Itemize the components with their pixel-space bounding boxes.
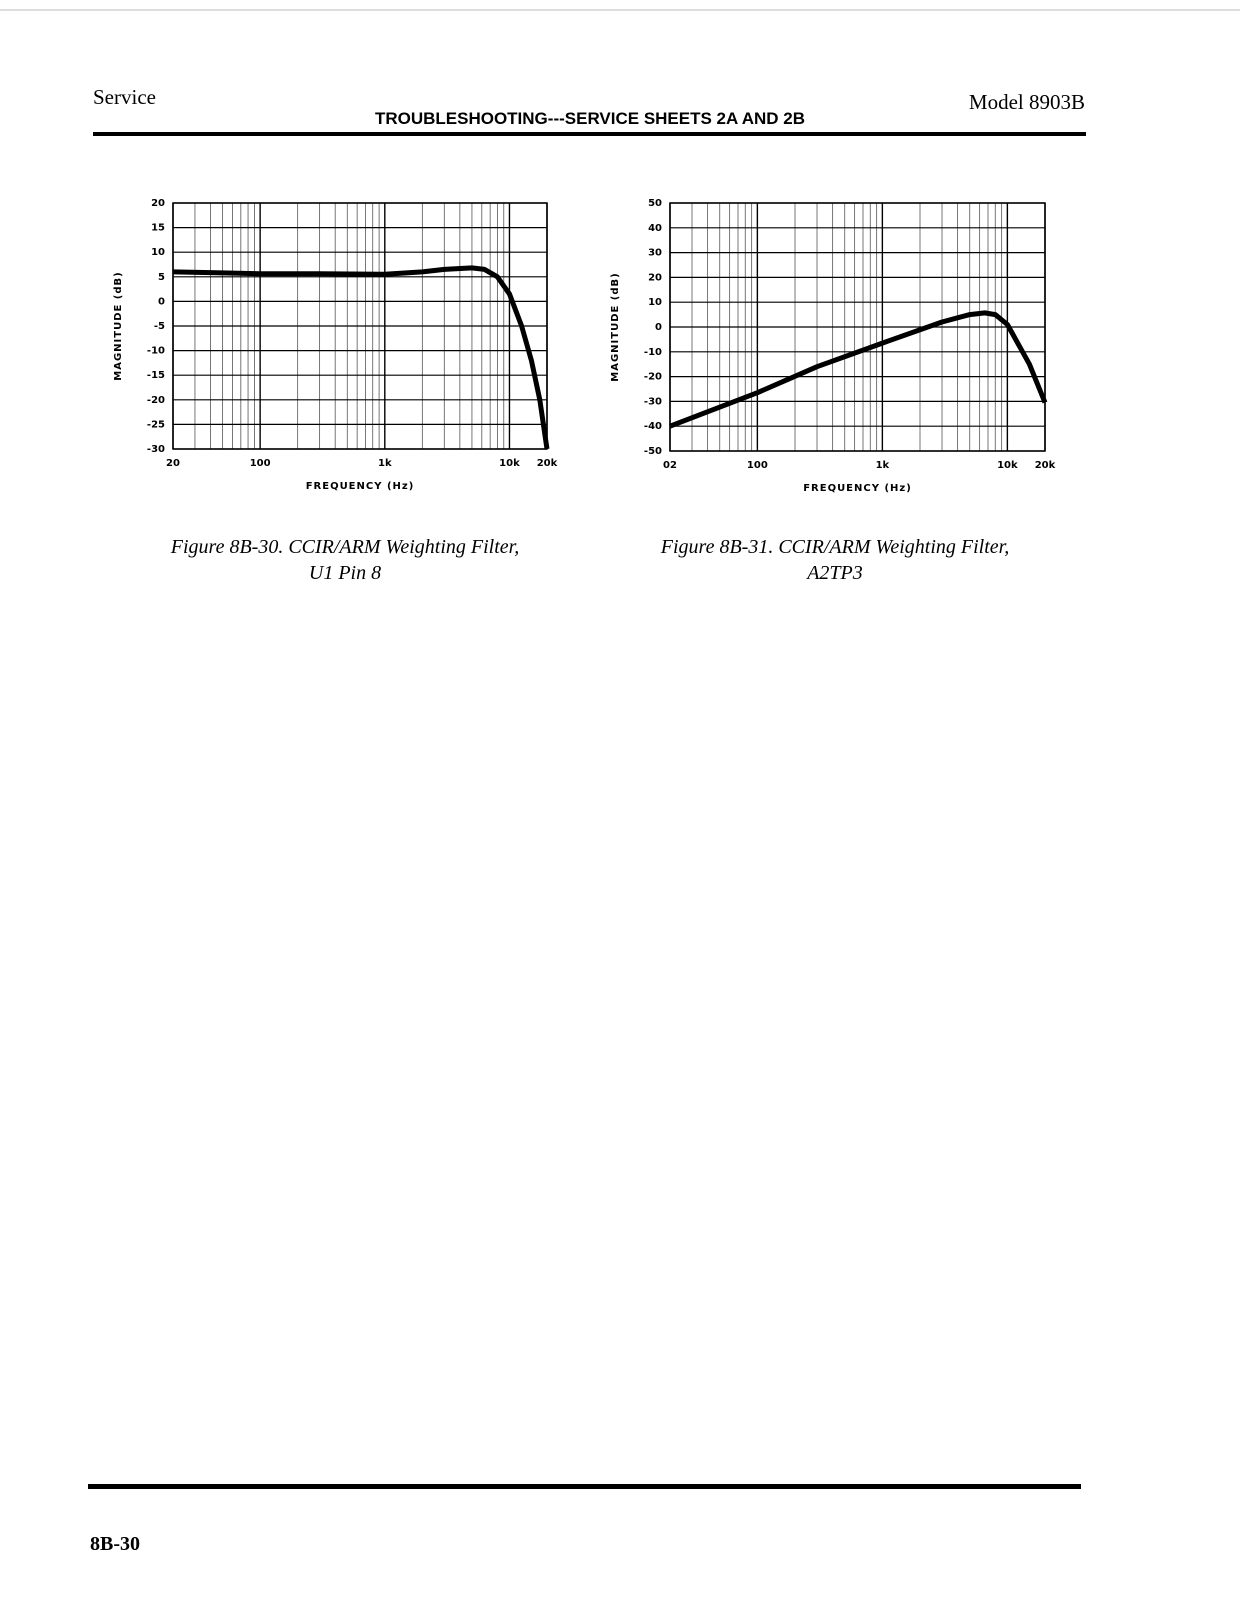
y-tick-label: -30 xyxy=(147,444,165,455)
plot-frame xyxy=(172,202,548,450)
plot-frame xyxy=(669,202,1046,452)
x-tick-label: 100 xyxy=(747,460,768,471)
y-tick-label: -10 xyxy=(644,347,662,358)
y-tick-label: -10 xyxy=(147,346,165,357)
y-tick-label: -15 xyxy=(147,370,165,381)
y-tick-label: -5 xyxy=(154,321,165,332)
y-tick-label: 40 xyxy=(648,223,662,234)
x-axis-label: FREQUENCY (Hz) xyxy=(306,481,415,492)
y-tick-label: 30 xyxy=(648,248,662,259)
y-tick-label: 10 xyxy=(648,297,662,308)
y-tick-label: 15 xyxy=(151,223,165,234)
x-axis-label: FREQUENCY (Hz) xyxy=(803,483,912,494)
page-number: 8B-30 xyxy=(90,1533,140,1555)
x-tick-label: 1k xyxy=(876,460,890,471)
figure-caption: Figure 8B-31. CCIR/ARM Weighting Filter, xyxy=(660,536,1009,558)
y-tick-label: 10 xyxy=(151,247,165,258)
y-tick-label: 50 xyxy=(648,198,662,209)
y-tick-label: 0 xyxy=(655,322,662,333)
y-tick-label: -50 xyxy=(644,446,662,457)
y-tick-label: 5 xyxy=(158,272,165,283)
x-tick-label: 02 xyxy=(663,460,677,471)
y-tick-label: -30 xyxy=(644,396,662,407)
y-tick-label: -40 xyxy=(644,421,662,432)
y-tick-label: -20 xyxy=(147,395,165,406)
figure-caption: Figure 8B-30. CCIR/ARM Weighting Filter, xyxy=(170,536,519,558)
header-title: TROUBLESHOOTING---SERVICE SHEETS 2A AND … xyxy=(375,109,805,128)
y-axis-label: MAGNITUDE (dB) xyxy=(610,272,621,381)
response-curve xyxy=(172,265,550,450)
x-tick-label: 20 xyxy=(166,458,180,469)
footer-rule xyxy=(88,1484,1081,1489)
x-tick-label: 1k xyxy=(378,458,392,469)
header-right: Model 8903B xyxy=(969,90,1085,114)
y-tick-label: 0 xyxy=(158,296,165,307)
y-axis-label: MAGNITUDE (dB) xyxy=(113,271,124,380)
y-tick-label: -25 xyxy=(147,419,165,430)
figure-caption: U1 Pin 8 xyxy=(309,562,381,584)
header-left: Service xyxy=(93,85,156,109)
y-tick-label: 20 xyxy=(648,272,662,283)
figure-caption: A2TP3 xyxy=(805,562,863,584)
x-tick-label: 20k xyxy=(1035,460,1056,471)
response-curve xyxy=(669,310,1048,429)
header-rule xyxy=(93,132,1086,136)
y-tick-label: 20 xyxy=(151,198,165,209)
x-tick-label: 100 xyxy=(250,458,271,469)
y-tick-label: -20 xyxy=(644,372,662,383)
x-tick-label: 10k xyxy=(499,458,520,469)
x-tick-label: 20k xyxy=(537,458,558,469)
x-tick-label: 10k xyxy=(997,460,1018,471)
